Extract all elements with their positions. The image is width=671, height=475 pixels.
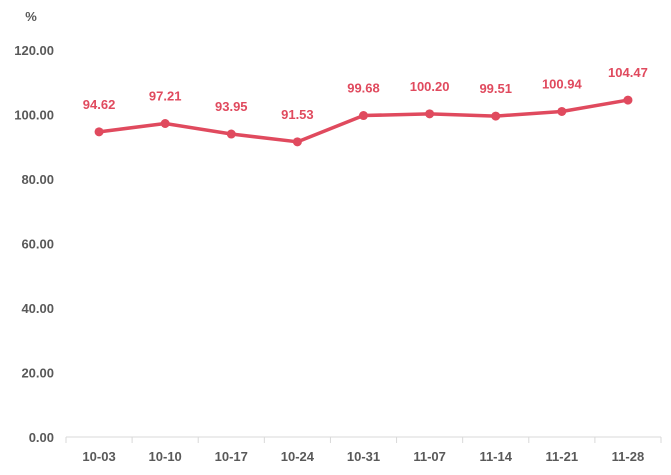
- y-tick-label: 100.00: [14, 108, 54, 123]
- y-axis-ticks: 0.00 20.00 40.00 60.00 80.00 100.00 120.00: [14, 43, 54, 445]
- series-layer: 94.62 97.21 93.95 91.53 99.68 100.20 99.51 100.…: [83, 65, 648, 147]
- x-tick-label: 10-10: [149, 449, 182, 464]
- x-tick-label: 11-14: [479, 449, 512, 464]
- x-tick-label: 10-24: [281, 449, 315, 464]
- data-label: 99.68: [347, 81, 380, 96]
- y-tick-label: 20.00: [21, 366, 54, 381]
- data-label: 94.62: [83, 97, 116, 112]
- data-point: [623, 95, 633, 105]
- x-tick-label: 11-28: [612, 449, 645, 464]
- data-label: 99.51: [479, 81, 512, 96]
- data-label: 97.21: [149, 88, 182, 103]
- data-label: 91.53: [281, 107, 314, 122]
- data-label: 104.47: [608, 65, 648, 80]
- data-label: 100.20: [410, 79, 450, 94]
- data-point: [557, 106, 567, 116]
- data-label: 93.95: [215, 99, 248, 114]
- x-tick-label: 11-07: [413, 449, 446, 464]
- x-tick-label: 10-03: [82, 449, 115, 464]
- data-point: [292, 137, 302, 147]
- y-tick-label: 80.00: [21, 172, 54, 187]
- y-tick-label: 0.00: [29, 430, 54, 445]
- x-tick-label: 10-17: [215, 449, 248, 464]
- x-tick-label: 10-31: [347, 449, 380, 464]
- y-axis-unit-label: %: [25, 9, 37, 24]
- data-point: [94, 127, 104, 137]
- data-label: 100.94: [542, 76, 583, 91]
- series-line: [97, 98, 630, 144]
- data-point: [425, 109, 435, 119]
- y-tick-label: 120.00: [14, 43, 54, 58]
- data-point: [226, 129, 236, 139]
- data-point: [160, 118, 170, 128]
- y-tick-label: 40.00: [21, 301, 54, 316]
- x-axis: 10-03 10-10 10-17 10-24 10-31 11-07 11-14 11-21…: [65, 436, 662, 464]
- data-point: [359, 111, 368, 121]
- y-tick-label: 60.00: [21, 237, 54, 252]
- x-tick-label: 11-21: [546, 449, 579, 464]
- data-point: [491, 111, 501, 121]
